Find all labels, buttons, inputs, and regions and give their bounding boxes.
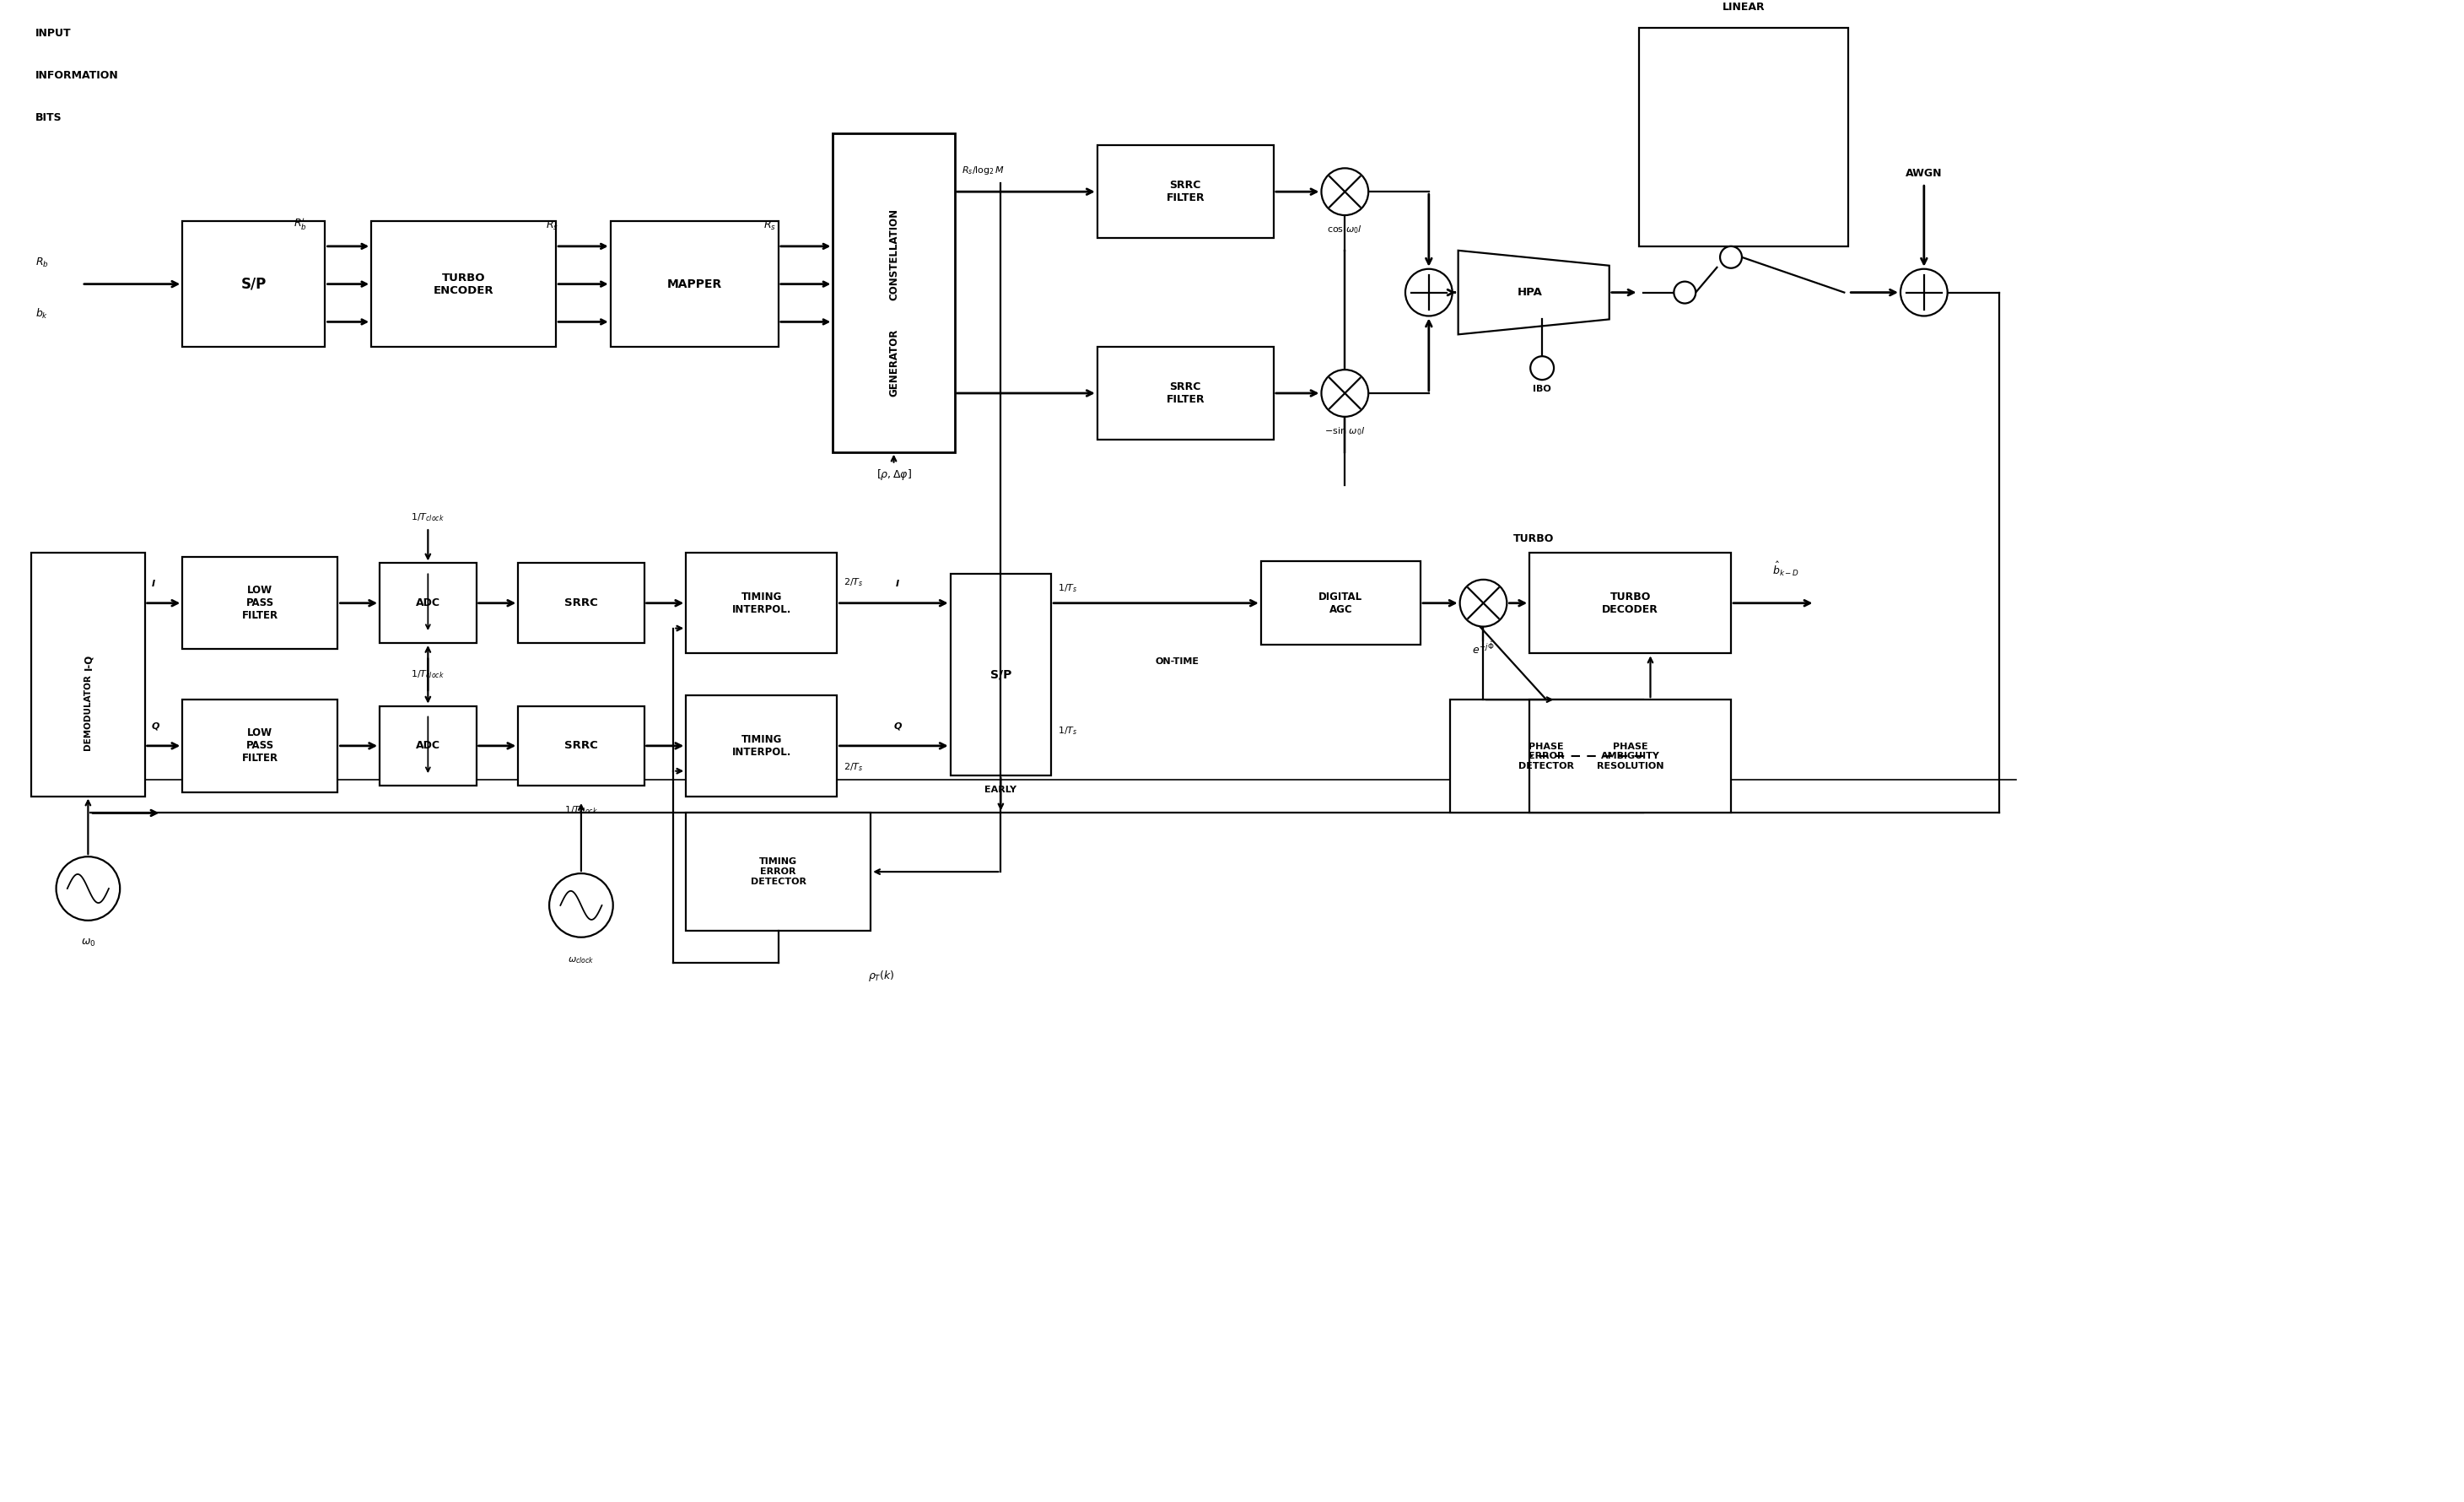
- Text: DEMODULATOR: DEMODULATOR: [84, 674, 91, 749]
- Text: TIMING
INTERPOL.: TIMING INTERPOL.: [732, 734, 791, 757]
- Text: LINEAR: LINEAR: [1722, 2, 1764, 14]
- Text: TIMING
INTERPOL.: TIMING INTERPOL.: [732, 592, 791, 614]
- Circle shape: [1720, 246, 1742, 269]
- Text: S/P: S/P: [241, 276, 266, 291]
- Text: $R_s/\log_2 M$: $R_s/\log_2 M$: [961, 165, 1005, 177]
- Bar: [1530, 553, 1730, 653]
- Text: TURBO
DECODER: TURBO DECODER: [1602, 592, 1658, 614]
- Text: $2/T_s$: $2/T_s$: [843, 762, 865, 772]
- Text: I: I: [897, 580, 899, 587]
- Text: IBO: IBO: [1533, 385, 1552, 394]
- Text: I-Q: I-Q: [84, 653, 94, 670]
- Text: LOW
PASS
FILTER: LOW PASS FILTER: [241, 584, 278, 622]
- Bar: [517, 563, 643, 643]
- Bar: [1530, 700, 1730, 813]
- Text: ADC: ADC: [416, 598, 441, 608]
- Bar: [1096, 347, 1274, 440]
- Text: AWGN: AWGN: [1905, 168, 1942, 179]
- Text: $[\rho, \Delta\varphi]$: $[\rho, \Delta\varphi]$: [877, 467, 912, 482]
- Text: Q: Q: [150, 722, 160, 730]
- Bar: [1096, 146, 1274, 237]
- Text: $b_k$: $b_k$: [34, 306, 49, 320]
- Circle shape: [57, 856, 121, 921]
- Circle shape: [549, 874, 614, 937]
- Text: CONSTELLATION: CONSTELLATION: [890, 209, 899, 300]
- Text: $\rho_T(k)$: $\rho_T(k)$: [867, 969, 894, 982]
- Circle shape: [1321, 369, 1368, 416]
- Bar: [951, 574, 1052, 775]
- Text: S/P: S/P: [991, 668, 1013, 680]
- Text: DIGITAL
AGC: DIGITAL AGC: [1318, 592, 1363, 614]
- Text: SRRC
FILTER: SRRC FILTER: [1165, 180, 1205, 204]
- Text: $2/T_s$: $2/T_s$: [843, 577, 865, 587]
- Text: PHASE
AMBIGUITY
RESOLUTION: PHASE AMBIGUITY RESOLUTION: [1597, 742, 1663, 771]
- Text: $R_b$: $R_b$: [34, 257, 49, 269]
- Text: $1/T_s$: $1/T_s$: [1057, 583, 1077, 593]
- Circle shape: [1900, 269, 1947, 315]
- Text: BITS: BITS: [34, 113, 62, 123]
- Circle shape: [1459, 580, 1508, 626]
- Text: $R_b'$: $R_b'$: [293, 216, 306, 231]
- Text: GENERATOR: GENERATOR: [890, 329, 899, 397]
- Text: I: I: [150, 580, 155, 587]
- Bar: [379, 563, 476, 643]
- Bar: [1639, 29, 1848, 246]
- Text: PHASE
ERROR
DETECTOR: PHASE ERROR DETECTOR: [1518, 742, 1574, 771]
- Text: EARLY: EARLY: [986, 786, 1018, 793]
- Bar: [685, 695, 838, 796]
- Text: $1/T_s$: $1/T_s$: [1057, 725, 1077, 736]
- Text: Q: Q: [894, 722, 902, 730]
- Text: $e^{-j\hat{\Phi}}$: $e^{-j\hat{\Phi}}$: [1471, 641, 1496, 656]
- Circle shape: [1673, 281, 1695, 303]
- Bar: [32, 553, 145, 796]
- Text: SRRC: SRRC: [564, 598, 599, 608]
- Bar: [611, 221, 779, 347]
- Bar: [517, 706, 643, 786]
- Text: SRRC
FILTER: SRRC FILTER: [1165, 382, 1205, 406]
- Bar: [685, 553, 838, 653]
- Text: MAPPER: MAPPER: [668, 278, 722, 290]
- Text: TURBO
ENCODER: TURBO ENCODER: [434, 272, 493, 296]
- Polygon shape: [1459, 251, 1609, 335]
- Text: $1/T_{clock}$: $1/T_{clock}$: [564, 804, 599, 816]
- Text: $\omega_{clock}$: $\omega_{clock}$: [567, 955, 594, 966]
- Circle shape: [1321, 168, 1368, 215]
- Text: ADC: ADC: [416, 740, 441, 751]
- Text: $\hat{b}_{k-D}$: $\hat{b}_{k-D}$: [1772, 560, 1799, 578]
- Text: SRRC: SRRC: [564, 740, 599, 751]
- Bar: [372, 221, 557, 347]
- Text: $-\sin\,\omega_0 l$: $-\sin\,\omega_0 l$: [1326, 425, 1365, 437]
- Text: HPA: HPA: [1518, 287, 1542, 297]
- Bar: [833, 134, 954, 452]
- Text: INFORMATION: INFORMATION: [34, 71, 118, 81]
- Text: $R_s$: $R_s$: [764, 219, 776, 231]
- Text: LOW
PASS
FILTER: LOW PASS FILTER: [241, 727, 278, 765]
- Text: $1/T_{clock}$: $1/T_{clock}$: [411, 668, 446, 680]
- Text: ON-TIME: ON-TIME: [1156, 658, 1200, 665]
- Circle shape: [1404, 269, 1451, 315]
- Bar: [182, 557, 338, 649]
- Bar: [182, 700, 338, 792]
- Bar: [182, 221, 325, 347]
- Bar: [1262, 562, 1419, 644]
- Text: $\omega_0$: $\omega_0$: [81, 937, 96, 948]
- Bar: [379, 706, 476, 786]
- Text: TIMING
ERROR
DETECTOR: TIMING ERROR DETECTOR: [752, 858, 806, 886]
- Circle shape: [1530, 356, 1555, 380]
- Text: $1/T_{clock}$: $1/T_{clock}$: [411, 512, 446, 523]
- Bar: [1449, 700, 1643, 813]
- Text: TURBO: TURBO: [1513, 533, 1555, 544]
- Text: $R_s$: $R_s$: [545, 219, 559, 231]
- Text: $\cos\,\omega_0 l$: $\cos\,\omega_0 l$: [1328, 224, 1363, 236]
- Bar: [685, 813, 870, 931]
- Text: INPUT: INPUT: [34, 29, 71, 39]
